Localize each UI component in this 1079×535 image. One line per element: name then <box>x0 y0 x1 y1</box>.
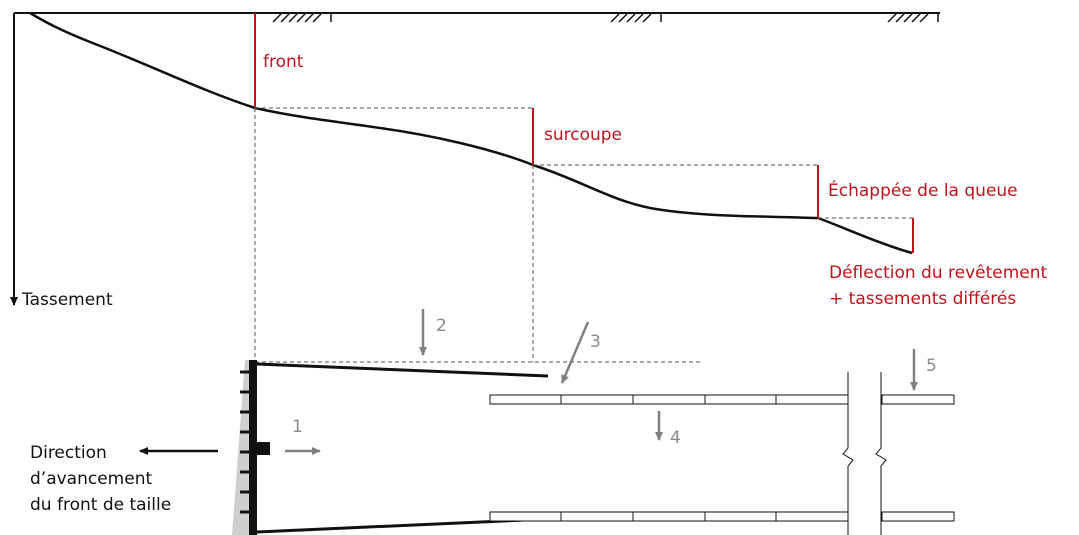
front-label: front <box>263 52 304 72</box>
tassement-label: Tassement <box>21 290 113 310</box>
direction-label-line2: d’avancement <box>30 469 152 489</box>
break-line-right <box>875 372 887 535</box>
tbm-hub <box>257 442 270 455</box>
number-2: 2 <box>436 316 447 336</box>
settlement-curve <box>29 11 913 255</box>
break-line-left <box>842 372 854 535</box>
shield-top <box>256 362 549 378</box>
dashed-guides <box>254 107 913 363</box>
surcoupe-label: surcoupe <box>544 125 622 145</box>
number-1: 1 <box>292 417 303 437</box>
lining-segments-bottom <box>489 511 955 522</box>
deflection-label-line2: + tassements différés <box>829 289 1016 309</box>
echappee-label: Échappée de la queue <box>828 179 1018 201</box>
direction-label-line1: Direction <box>30 443 107 463</box>
number-4: 4 <box>670 428 681 448</box>
arrow-3 <box>560 321 590 384</box>
tbm-cutterhead <box>249 360 257 535</box>
ground-hatch <box>272 13 939 23</box>
number-5: 5 <box>926 356 937 376</box>
direction-label-line3: du front de taille <box>30 495 171 515</box>
deflection-label-line1: Déflection du revêtement <box>829 263 1048 283</box>
lining-segments-top <box>489 394 955 405</box>
number-3: 3 <box>590 332 601 352</box>
